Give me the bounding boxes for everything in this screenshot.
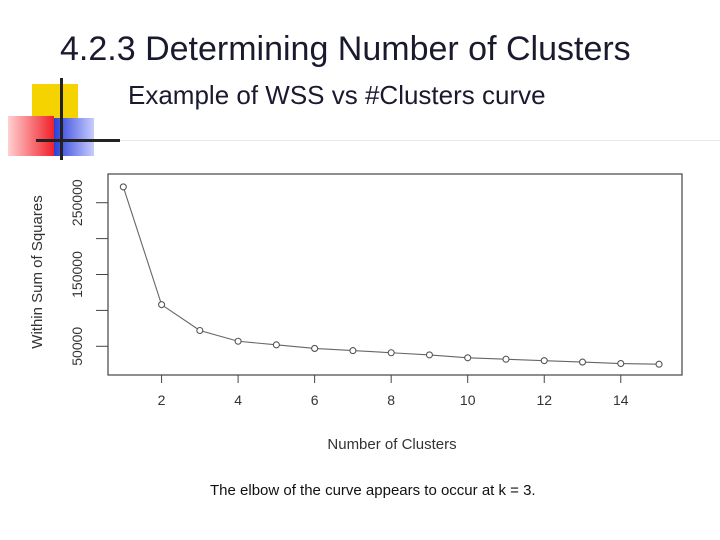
y-tick-label: 50000	[69, 327, 85, 366]
data-point	[119, 183, 127, 191]
x-tick-label: 4	[234, 392, 242, 408]
y-tick-label: 150000	[69, 251, 85, 298]
x-axis-label: Number of Clusters	[327, 436, 456, 453]
deco-red-square	[8, 116, 54, 156]
deco-horizontal-line	[36, 139, 120, 142]
deco-thin-rule	[120, 140, 720, 141]
data-point	[464, 354, 472, 362]
data-point	[578, 358, 587, 366]
y-axis-label: Within Sum of Squares	[29, 195, 46, 348]
x-tick-label: 12	[536, 392, 552, 408]
data-point	[311, 344, 319, 352]
data-point	[655, 360, 663, 368]
slide-title: 4.2.3 Determining Number of Clusters	[60, 30, 631, 68]
x-tick-label: 8	[387, 392, 395, 408]
data-point	[540, 357, 548, 365]
data-point	[425, 351, 433, 359]
data-point	[272, 341, 280, 349]
data-point	[387, 349, 395, 357]
x-tick-label: 6	[311, 392, 319, 408]
data-point	[349, 347, 357, 355]
data-point	[502, 355, 510, 363]
deco-vertical-line	[60, 78, 63, 160]
plot-frame	[107, 173, 683, 376]
x-tick-label: 10	[460, 392, 476, 408]
data-point	[234, 337, 242, 345]
caption: The elbow of the curve appears to occur …	[210, 482, 536, 499]
slide-subtitle: Example of WSS vs #Clusters curve	[128, 80, 546, 110]
wss-series-line	[122, 186, 660, 365]
x-tick-label: 14	[613, 392, 629, 408]
data-point	[617, 359, 625, 368]
x-tick-label: 2	[158, 392, 166, 408]
wss-chart: 2 4 6 8 10 12 14 50000 150000 250000 Number of Cl…	[29, 173, 683, 453]
data-point	[158, 301, 166, 309]
data-point	[196, 326, 204, 335]
y-tick-label: 250000	[69, 179, 85, 226]
